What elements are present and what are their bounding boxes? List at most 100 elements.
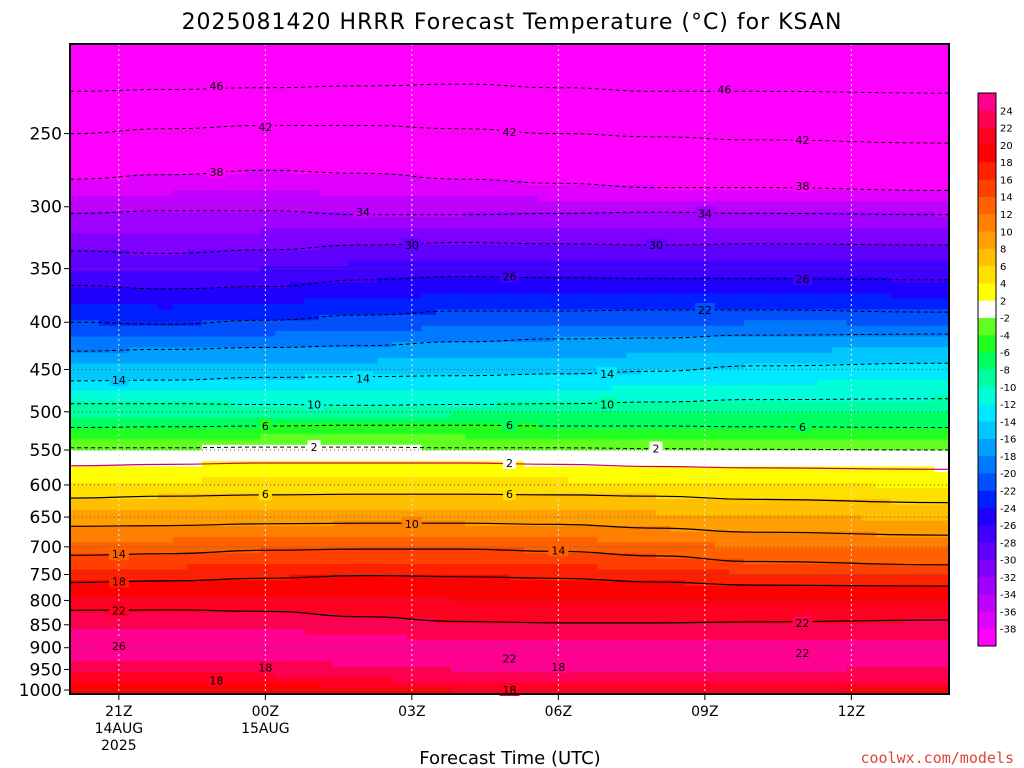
field-cell (333, 130, 349, 137)
field-cell (406, 141, 423, 148)
field-cell (70, 201, 86, 208)
field-cell (289, 109, 305, 116)
field-cell (304, 639, 320, 646)
field-cell (626, 401, 642, 408)
field-cell (348, 504, 364, 511)
field-cell (582, 195, 598, 202)
field-cell (245, 54, 262, 61)
field-cell (436, 239, 452, 246)
field-cell (538, 564, 555, 571)
field-cell (612, 201, 628, 208)
field-cell (319, 60, 335, 67)
field-cell (509, 401, 525, 408)
field-cell (84, 336, 100, 343)
field-cell (304, 661, 320, 668)
field-cell (348, 228, 364, 235)
field-cell (172, 634, 188, 641)
field-cell (509, 477, 525, 484)
field-cell (480, 531, 496, 538)
field-cell (319, 645, 335, 652)
field-cell (524, 217, 540, 224)
field-cell (84, 325, 100, 332)
field-cell (172, 271, 188, 278)
field-cell (656, 639, 672, 646)
field-cell (480, 461, 496, 468)
field-cell (612, 434, 628, 441)
field-cell (553, 672, 569, 679)
field-cell (84, 558, 100, 565)
field-cell (304, 125, 320, 132)
field-cell (70, 661, 86, 668)
field-cell (494, 163, 511, 170)
field-cell (201, 60, 218, 67)
field-cell (333, 591, 349, 598)
field-cell (319, 661, 335, 668)
field-cell (319, 255, 335, 262)
field-cell (450, 260, 467, 267)
field-cell (231, 661, 247, 668)
field-cell (172, 87, 188, 94)
field-cell (524, 157, 540, 164)
field-cell (597, 282, 613, 289)
field-cell (524, 65, 540, 72)
field-cell (509, 336, 525, 343)
field-cell (670, 428, 686, 435)
field-cell (260, 379, 276, 386)
field-cell (275, 211, 291, 218)
field-cell (656, 298, 672, 305)
field-cell (231, 434, 247, 441)
field-cell (612, 515, 628, 522)
field-cell (480, 87, 496, 94)
field-cell (304, 309, 320, 316)
field-cell (289, 136, 305, 143)
field-cell (465, 564, 481, 571)
field-cell (612, 233, 628, 240)
field-cell (392, 146, 408, 153)
field-cell (509, 233, 525, 240)
field-cell (641, 607, 657, 614)
field-cell (333, 276, 349, 283)
field-cell (128, 406, 144, 413)
field-cell (84, 352, 100, 359)
field-cell (289, 580, 305, 587)
field-cell (128, 152, 144, 159)
field-cell (553, 434, 569, 441)
field-cell (128, 639, 144, 646)
field-cell (406, 406, 423, 413)
field-cell (157, 515, 174, 522)
field-cell (553, 195, 569, 202)
field-cell (333, 146, 349, 153)
field-cell (172, 677, 188, 684)
field-cell (157, 103, 174, 110)
field-cell (612, 98, 628, 105)
field-cell (348, 390, 364, 397)
field-cell (494, 634, 511, 641)
field-cell (670, 336, 686, 343)
field-cell (524, 260, 540, 267)
field-cell (509, 629, 525, 636)
field-cell (494, 526, 511, 533)
field-cell (187, 244, 203, 251)
field-cell (626, 157, 642, 164)
field-cell (568, 434, 584, 441)
field-cell (641, 168, 657, 175)
field-cell (641, 331, 657, 338)
field-cell (84, 634, 100, 641)
field-cell (128, 434, 144, 441)
field-cell (392, 493, 408, 500)
field-cell (187, 612, 203, 619)
field-cell (568, 341, 584, 348)
field-cell (245, 450, 262, 457)
field-cell (128, 81, 144, 88)
field-cell (612, 271, 628, 278)
field-cell (113, 331, 130, 338)
field-cell (450, 282, 467, 289)
field-cell (260, 87, 276, 94)
field-cell (670, 163, 686, 170)
field-cell (260, 504, 276, 511)
field-cell (289, 461, 305, 468)
field-cell (304, 488, 320, 495)
field-cell (172, 455, 188, 462)
field-cell (304, 471, 320, 478)
field-cell (289, 141, 305, 148)
